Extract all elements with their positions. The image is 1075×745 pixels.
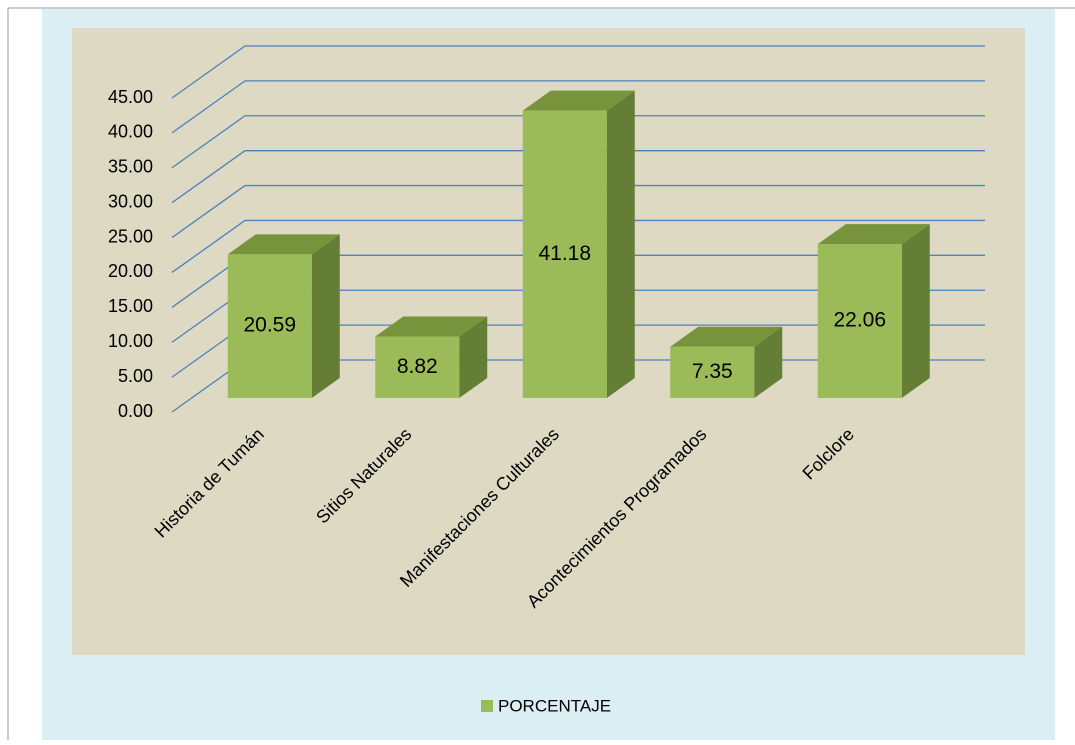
bar-side — [606, 90, 635, 398]
grid-line — [171, 219, 985, 273]
y-tick-label: 45.00 — [108, 87, 153, 107]
y-tick-label: 0.00 — [118, 401, 153, 421]
bar-top — [227, 234, 340, 255]
y-tick-label: 30.00 — [108, 191, 153, 211]
bar-side — [754, 326, 783, 398]
y-tick-label: 25.00 — [108, 226, 153, 246]
y-tick-label: 5.00 — [118, 366, 153, 386]
y-tick-label: 15.00 — [108, 296, 153, 316]
grid-line — [171, 115, 985, 169]
bar-top — [375, 316, 488, 337]
grid-line — [171, 80, 985, 134]
legend-swatch — [481, 700, 493, 712]
grid-line — [171, 184, 985, 239]
data-label: 7.35 — [692, 360, 733, 383]
y-tick-label: 35.00 — [108, 157, 153, 177]
legend-label: PORCENTAJE — [498, 696, 611, 715]
bar-top — [817, 224, 930, 245]
data-label: 22.06 — [833, 309, 886, 332]
bar-side — [459, 316, 488, 398]
data-label: 41.18 — [538, 242, 591, 265]
y-tick-label: 40.00 — [108, 122, 153, 142]
grid-line — [171, 45, 985, 99]
bar-side — [901, 224, 930, 398]
bar — [375, 336, 460, 398]
bar — [227, 254, 312, 398]
bar-top — [522, 90, 635, 111]
bar-side — [311, 234, 340, 398]
bar — [670, 346, 755, 398]
y-tick-label: 20.00 — [108, 261, 153, 281]
bar — [817, 244, 902, 398]
y-tick-label: 10.00 — [108, 331, 153, 351]
data-label: 8.82 — [397, 355, 438, 378]
bar — [522, 110, 607, 398]
data-label: 20.59 — [243, 314, 296, 337]
grid-line — [171, 150, 985, 204]
bar-top — [670, 326, 783, 347]
